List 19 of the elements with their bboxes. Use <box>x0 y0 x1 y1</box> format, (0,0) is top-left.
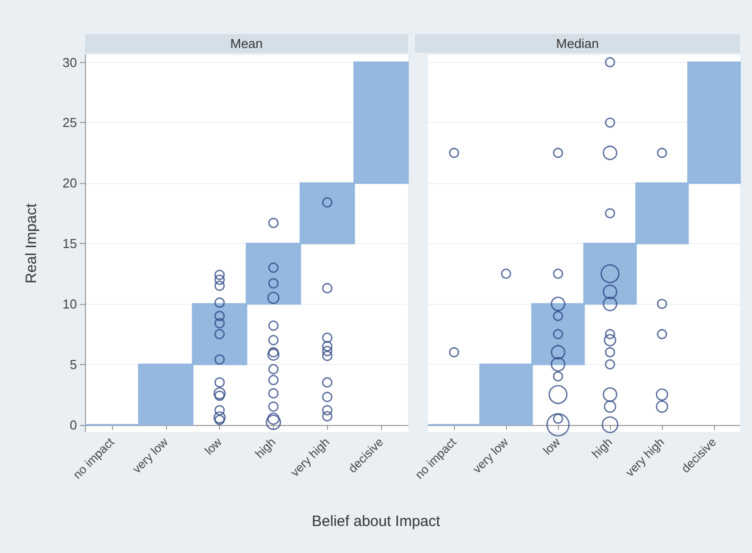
x-tick-label: very low <box>470 434 512 476</box>
x-tick-label: very high <box>622 435 667 480</box>
x-axis-title: Belief about Impact <box>310 513 442 530</box>
y-tick-label: 20 <box>62 176 77 191</box>
y-tick-label: 15 <box>62 236 77 251</box>
y-tick-label: 30 <box>62 54 77 70</box>
chart-title: Median <box>415 34 740 53</box>
x-tick-label: high <box>252 435 278 461</box>
y-tick-label: 5 <box>70 356 77 372</box>
y-tick-label: 0 <box>70 417 77 432</box>
x-tick-label: low <box>540 434 564 458</box>
x-tick-label: low <box>202 434 225 458</box>
x-tick-label: high <box>589 435 615 461</box>
y-axis-title: Real Impact <box>23 202 40 284</box>
y-tick-label: 25 <box>62 115 77 130</box>
x-tick-label: very high <box>288 435 332 480</box>
y-tick-label: 10 <box>62 296 77 312</box>
x-tick-label: very low <box>130 434 171 476</box>
chart-title: Mean <box>85 34 408 53</box>
